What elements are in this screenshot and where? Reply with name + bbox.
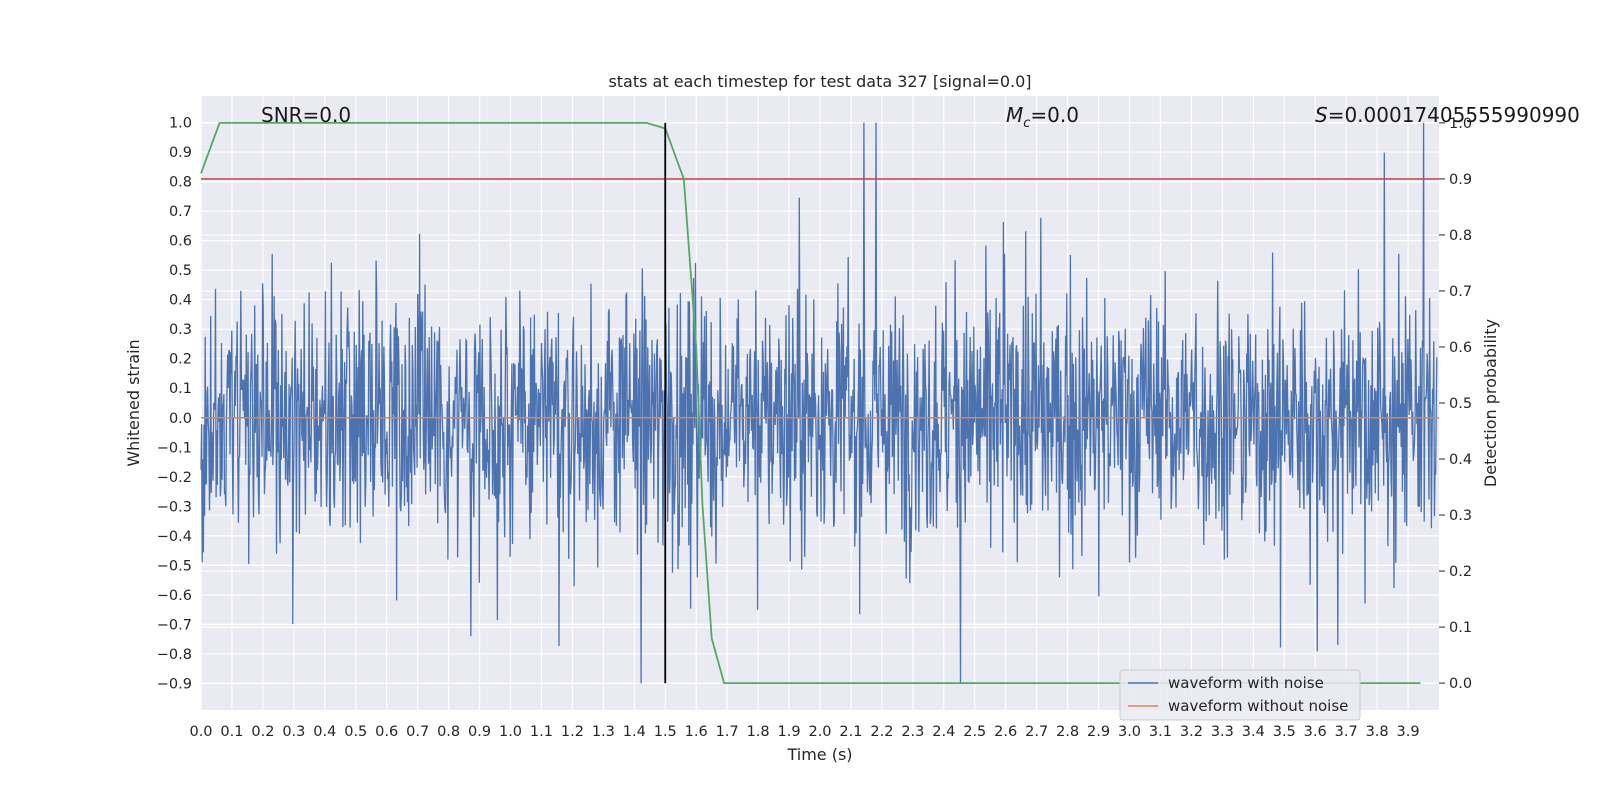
y-tick-label: −0.8 bbox=[157, 647, 192, 663]
x-tick-label: 3.8 bbox=[1366, 724, 1389, 740]
y-tick-label: −0.2 bbox=[157, 470, 192, 486]
y-tick-label: 0.2 bbox=[169, 352, 192, 368]
y-tick-label: 0.8 bbox=[169, 175, 192, 191]
x-tick-labels: 0.0 0.1 0.2 0.3 0.4 0.5 0.6 0.7 0.8 0.9 1.0 1.1 1.2 1… bbox=[189, 724, 1419, 740]
x-tick-label: 1.3 bbox=[592, 724, 615, 740]
detection-probability-line bbox=[200, 122, 1421, 684]
legend-label-noise: waveform with noise bbox=[1168, 674, 1324, 692]
y-right-tick-label: 0.1 bbox=[1449, 620, 1472, 636]
x-tick-label: 3.4 bbox=[1242, 724, 1265, 740]
x-tick-label: 3.5 bbox=[1273, 724, 1296, 740]
x-tick-label: 0.4 bbox=[313, 724, 336, 740]
y-tick-label: −0.5 bbox=[157, 558, 192, 574]
y-right-tick-label: 0.8 bbox=[1449, 228, 1472, 244]
x-tick-label: 2.0 bbox=[808, 724, 831, 740]
x-tick-label: 2.3 bbox=[901, 724, 924, 740]
y-tick-label: −0.7 bbox=[157, 617, 192, 633]
waveform-with-noise-line bbox=[200, 122, 1438, 684]
x-tick-label: 3.0 bbox=[1118, 724, 1141, 740]
x-tick-label: 2.1 bbox=[839, 724, 862, 740]
x-tick-label: 2.2 bbox=[870, 724, 893, 740]
x-tick-label: 0.2 bbox=[251, 724, 274, 740]
y-right-tick-label: 1.0 bbox=[1449, 116, 1472, 132]
x-tick-label: 1.6 bbox=[685, 724, 708, 740]
x-tick-label: 0.1 bbox=[220, 724, 243, 740]
y-right-tick-label: 0.9 bbox=[1449, 172, 1472, 188]
x-tick-label: 2.6 bbox=[994, 724, 1017, 740]
legend: waveform with noise waveform without noi… bbox=[1119, 669, 1361, 721]
x-tick-label: 2.7 bbox=[1025, 724, 1048, 740]
x-axis-label: Time (s) bbox=[786, 745, 852, 764]
y-tick-label: 0.1 bbox=[169, 381, 192, 397]
x-tick-label: 1.7 bbox=[716, 724, 739, 740]
y-right-tick-label: 0.2 bbox=[1449, 564, 1472, 580]
y-tick-label: 0.6 bbox=[169, 234, 192, 250]
y-right-tick-labels: 1.0 0.9 0.8 0.7 0.6 0.5 0.4 0.3 0.2 0.1 0.0 bbox=[1439, 116, 1472, 692]
x-tick-label: 3.7 bbox=[1335, 724, 1358, 740]
s-symbol: S bbox=[1315, 103, 1328, 127]
y-right-tick-label: 0.7 bbox=[1449, 284, 1472, 300]
x-tick-label: 1.8 bbox=[747, 724, 770, 740]
y-tick-label: 0.4 bbox=[169, 293, 192, 309]
x-tick-label: 1.1 bbox=[530, 724, 553, 740]
x-tick-label: 0.5 bbox=[344, 724, 367, 740]
y-right-tick-label: 0.4 bbox=[1449, 452, 1472, 468]
legend-box bbox=[1119, 669, 1361, 721]
x-tick-label: 3.6 bbox=[1304, 724, 1327, 740]
x-tick-label: 3.2 bbox=[1180, 724, 1203, 740]
x-tick-label: 0.3 bbox=[282, 724, 305, 740]
x-tick-label: 2.4 bbox=[932, 724, 955, 740]
snr-annotation: SNR=0.0 bbox=[261, 103, 352, 127]
x-tick-label: 2.5 bbox=[963, 724, 986, 740]
y-tick-label: 0.3 bbox=[169, 322, 192, 338]
x-tick-label: 1.0 bbox=[499, 724, 522, 740]
s-annotation: S=0.00017405555990990 bbox=[1315, 103, 1600, 127]
x-tick-label: 1.5 bbox=[654, 724, 677, 740]
series-waveform-with-noise bbox=[200, 122, 1438, 684]
x-tick-label: 0.6 bbox=[375, 724, 398, 740]
mc-value: =0.0 bbox=[1030, 103, 1079, 127]
y-tick-label: 1.0 bbox=[169, 116, 192, 132]
x-tick-label: 1.2 bbox=[561, 724, 584, 740]
x-tick-label: 3.1 bbox=[1149, 724, 1172, 740]
x-tick-label: 0.7 bbox=[406, 724, 429, 740]
chart-title: stats at each timestep for test data 327… bbox=[608, 72, 1031, 91]
y-tick-label: −0.1 bbox=[157, 440, 192, 456]
y-tick-labels: 1.0 0.9 0.8 0.7 0.6 0.5 0.4 0.3 0.2 0.1 0.0 −0.1 −0.… bbox=[157, 116, 192, 693]
mc-subscript: c bbox=[1023, 116, 1031, 131]
y-right-tick-label: 0.0 bbox=[1449, 676, 1472, 692]
y-axis-label: Whitened strain bbox=[124, 339, 143, 466]
x-tick-label: 2.9 bbox=[1087, 724, 1110, 740]
x-tick-label: 0.8 bbox=[437, 724, 460, 740]
y-tick-label: −0.6 bbox=[157, 588, 192, 604]
mc-annotation: Mc=0.0 bbox=[1006, 103, 1079, 131]
y-tick-label: −0.3 bbox=[157, 499, 192, 515]
y-tick-label: 0.0 bbox=[169, 411, 192, 427]
x-tick-label: 3.9 bbox=[1397, 724, 1420, 740]
x-tick-label: 0.9 bbox=[468, 724, 491, 740]
y-right-tick-label: 0.5 bbox=[1449, 396, 1472, 412]
y-tick-label: 0.7 bbox=[169, 204, 192, 220]
y-right-tick-label: 0.3 bbox=[1449, 508, 1472, 524]
x-tick-label: 0.0 bbox=[189, 724, 212, 740]
series-detection-probability bbox=[200, 122, 1421, 684]
y-tick-label: 0.5 bbox=[169, 263, 192, 279]
x-tick-label: 3.3 bbox=[1211, 724, 1234, 740]
y-tick-label: −0.4 bbox=[157, 529, 192, 545]
y-tick-label: −0.9 bbox=[157, 676, 192, 692]
legend-label-clean: waveform without noise bbox=[1168, 697, 1348, 715]
y-tick-label: 0.9 bbox=[169, 145, 192, 161]
y-right-tick-label: 0.6 bbox=[1449, 340, 1472, 356]
s-value: =0.00017405555990990 bbox=[1327, 103, 1580, 127]
x-tick-label: 1.4 bbox=[623, 724, 646, 740]
x-tick-label: 2.8 bbox=[1056, 724, 1079, 740]
y-right-axis-label: Detection probability bbox=[1481, 319, 1500, 487]
mc-symbol: M bbox=[1006, 103, 1024, 127]
x-tick-label: 1.9 bbox=[778, 724, 801, 740]
